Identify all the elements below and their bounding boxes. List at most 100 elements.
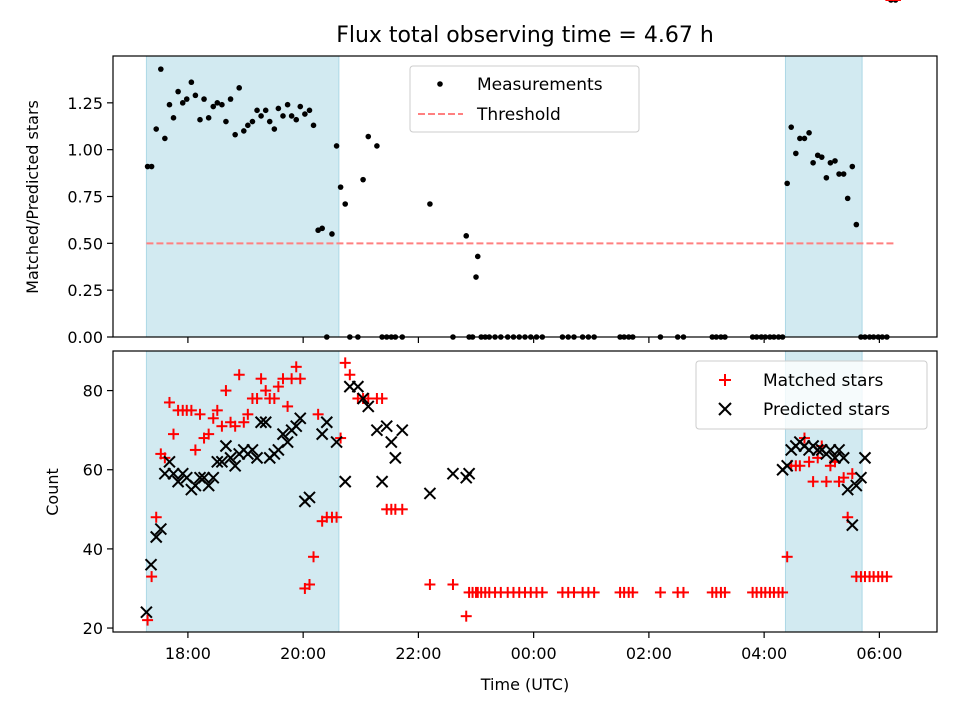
predicted-star-point	[832, 443, 846, 457]
matched-star-point	[238, 416, 250, 428]
matched-star-point	[794, 460, 806, 472]
matched-star-point	[242, 408, 254, 420]
x-marker-b	[167, 467, 180, 480]
matched-star-point	[150, 511, 162, 523]
matched-star-point	[146, 571, 158, 583]
predicted-star-point	[224, 451, 237, 465]
measurement-point	[148, 163, 155, 170]
measurement-point	[293, 116, 300, 123]
x-marker-b	[811, 443, 824, 457]
matched-star-point	[312, 408, 324, 420]
predicted-star-point	[854, 471, 868, 484]
predicted-star-point	[276, 427, 290, 441]
legend-measurements-label: Measurements	[477, 75, 603, 95]
measurement-point	[227, 96, 234, 102]
x-marker-b	[294, 412, 307, 425]
measurement-point	[232, 131, 238, 138]
measurement-point	[214, 100, 221, 106]
predicted-star-point	[330, 435, 343, 449]
measurement-point	[844, 195, 851, 202]
matched-star-point	[229, 420, 241, 432]
x-marker-b	[362, 400, 375, 413]
matched-star-point	[189, 444, 201, 456]
matched-star-point	[308, 551, 320, 563]
matched-star-point	[447, 579, 459, 591]
measurement-point	[183, 96, 190, 102]
predicted-star-point	[167, 467, 180, 480]
x-marker-b	[351, 380, 365, 393]
predicted-star-point	[811, 443, 824, 457]
x-marker-b	[370, 423, 384, 437]
top-x-ticks	[187, 337, 880, 343]
matched-star-point	[344, 369, 356, 381]
measurement-point	[179, 100, 186, 106]
measurement-point	[827, 159, 834, 166]
top-y-ticks: 0.00 0.25 0.50 0.75 1.00 1.25	[67, 94, 113, 347]
matched-star-point	[396, 503, 408, 515]
x-tick-label: 22:00	[395, 644, 441, 663]
x-marker-b	[423, 487, 437, 500]
predicted-star-point	[254, 416, 268, 429]
x-tick-label: 18:00	[165, 644, 211, 663]
predicted-star-point	[370, 423, 384, 437]
matched-star-point	[424, 579, 436, 591]
x-tick-label: 04:00	[741, 644, 787, 663]
predicted-star-point	[154, 522, 168, 536]
x-marker-b	[846, 518, 859, 532]
measurement-point	[365, 133, 372, 140]
measurement-point	[175, 88, 181, 95]
measurement-point	[249, 118, 256, 125]
measurement-point	[784, 180, 790, 187]
x-marker-b	[858, 451, 872, 465]
x-axis-label: Time (UTC)	[480, 675, 569, 694]
x-marker-b	[202, 479, 215, 492]
top-panel: 0.00 0.25 0.50 0.75 1.00 1.25 Matched/Predict…	[23, 0, 938, 347]
x-tick-label: 00:00	[511, 644, 557, 663]
predicted-star-point	[219, 439, 233, 453]
x-marker-b	[854, 471, 868, 484]
y-tick-label: 60	[83, 461, 103, 480]
predicted-star-point	[294, 412, 307, 425]
measurement-point	[797, 135, 803, 142]
measurement-point	[840, 171, 847, 177]
bottom-axes-frame	[112, 350, 938, 633]
predicted-star-point	[339, 475, 352, 488]
measurement-point	[810, 159, 816, 166]
measurement-point	[258, 113, 264, 119]
x-marker-b	[180, 471, 193, 484]
x-marker-b	[219, 439, 233, 453]
bottom-x-ticks: 18:00 20:00 22:00 00:00 02:00 04:00 06:00	[165, 632, 902, 663]
x-marker-b	[150, 530, 163, 544]
predicted-star-point	[290, 419, 303, 433]
measurement-point	[793, 150, 799, 157]
measurement-point	[201, 96, 207, 102]
predicted-star-point	[446, 467, 460, 480]
legend-matched-label: Matched stars	[763, 371, 883, 391]
predicted-star-point	[462, 467, 476, 480]
top-legend-box	[409, 65, 640, 133]
x-marker-b	[281, 435, 294, 449]
predicted-star-point	[375, 475, 389, 488]
matched-star-point	[268, 392, 280, 404]
matched-star-point	[290, 361, 302, 373]
measurement-point	[284, 101, 291, 108]
y-tick-label: 0.75	[67, 188, 103, 207]
predicted-star-point	[163, 455, 176, 469]
top-legend: Measurements Threshold	[409, 65, 640, 133]
matched-star-point	[211, 404, 223, 416]
y-tick-label: 1.00	[67, 141, 103, 160]
x-marker-b	[207, 471, 220, 484]
x-marker-b	[446, 467, 460, 480]
x-marker-b	[246, 443, 259, 457]
matched-star-point	[627, 586, 639, 598]
predicted-star-point	[215, 455, 229, 469]
shaded-interval	[145, 55, 340, 338]
x-marker-b	[140, 606, 153, 619]
predicted-star-point	[144, 558, 158, 571]
bottom-legend-box	[695, 360, 928, 430]
matched-star-point	[331, 511, 343, 523]
x-tick-label: 20:00	[280, 644, 326, 663]
predicted-star-point	[356, 392, 370, 405]
x-marker-b	[841, 483, 854, 496]
top-shaded-intervals	[145, 55, 863, 338]
